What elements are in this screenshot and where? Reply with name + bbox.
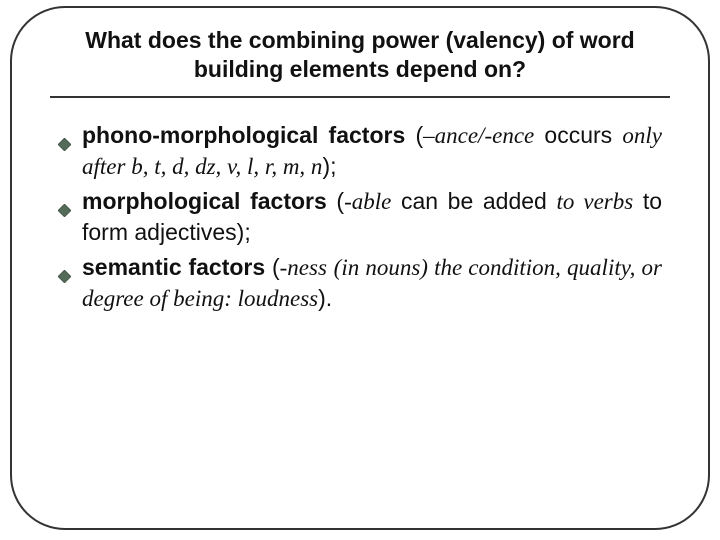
list-item: morphological factors (-able can be adde… <box>54 186 662 248</box>
bullet-text: occurs <box>534 122 622 148</box>
bullet-text <box>327 254 334 280</box>
diamond-bullet-icon <box>58 128 71 141</box>
bullet-text: ( <box>405 122 423 148</box>
bullet-bold: phono-morphological factors <box>82 122 405 148</box>
bullet-italic: to verbs <box>556 189 633 214</box>
bullet-text: ( <box>327 188 344 214</box>
bullet-list: phono-morphological factors (–ance/-ence… <box>50 120 670 314</box>
bullet-italic: –ance/-ence <box>423 123 534 148</box>
bullet-text: ( <box>265 254 279 280</box>
diamond-bullet-icon <box>58 194 71 207</box>
bullet-bold: semantic factors <box>82 254 265 280</box>
bullet-text: can be added <box>391 188 556 214</box>
diamond-bullet-icon <box>58 260 71 273</box>
bullet-bold: morphological factors <box>82 188 327 214</box>
bullet-italic: -ness <box>280 255 327 280</box>
bullet-italic: -able <box>344 189 391 214</box>
list-item: phono-morphological factors (–ance/-ence… <box>54 120 662 182</box>
slide-frame: What does the combining power (valency) … <box>10 6 710 530</box>
bullet-text: ); <box>322 153 336 179</box>
bullet-text: ). <box>318 285 332 311</box>
slide-title: What does the combining power (valency) … <box>50 26 670 98</box>
list-item: semantic factors (-ness (in nouns) the c… <box>54 252 662 314</box>
